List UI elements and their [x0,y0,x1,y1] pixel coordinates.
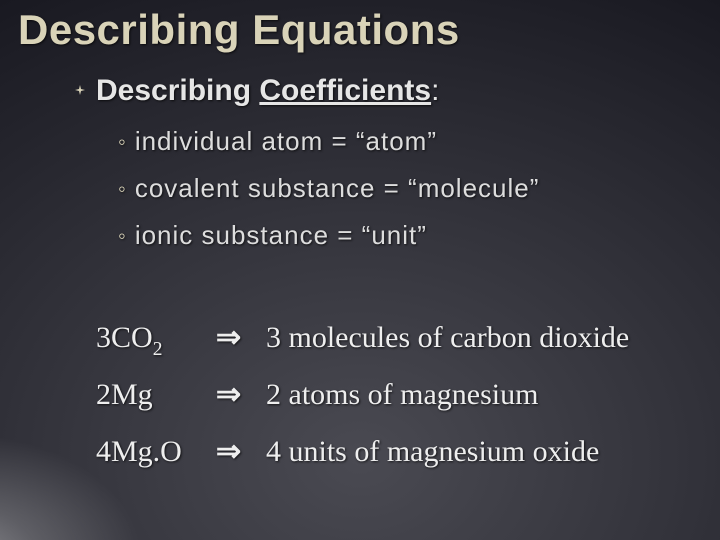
example-row: 2Mg ⇒ 2 atoms of magnesium [96,377,629,412]
list-item: ◦ individual atom = “atom” [118,126,539,157]
arrow-icon: ⇒ [216,320,266,355]
list-item-text: individual atom = “atom” [135,126,437,157]
example-row: 4Mg.O ⇒ 4 units of magnesium oxide [96,434,629,469]
list-item-text: ionic substance = “unit” [135,220,427,251]
subheading: Describing Coefficients: [96,74,439,108]
ring-bullet-icon: ◦ [118,176,127,202]
slide-title: Describing Equations [18,6,460,54]
ring-bullet-icon: ◦ [118,223,127,249]
example-description: 2 atoms of magnesium [266,378,538,412]
example-formula: 2Mg [96,378,216,412]
example-formula: 3CO2 [96,321,216,355]
subheading-colon: : [431,74,439,107]
formula-pre: 3CO [96,321,153,354]
list-item-text: covalent substance = “molecule” [135,173,540,204]
example-formula: 4Mg.O [96,435,216,469]
example-row: 3CO2 ⇒ 3 molecules of carbon dioxide [96,320,629,355]
slide: Describing Equations Describing Coeffici… [0,0,720,540]
list-item: ◦ ionic substance = “unit” [118,220,539,251]
bullet-list: ◦ individual atom = “atom” ◦ covalent su… [118,126,539,267]
formula-pre: 2Mg [96,378,153,411]
star-bullet-icon [74,84,84,94]
list-item: ◦ covalent substance = “molecule” [118,173,539,204]
example-description: 4 units of magnesium oxide [266,435,599,469]
example-description: 3 molecules of carbon dioxide [266,321,629,355]
formula-pre: 4Mg.O [96,435,182,468]
formula-subscript: 2 [153,339,163,360]
ring-bullet-icon: ◦ [118,129,127,155]
subheading-lead: Describing [96,74,259,107]
examples-block: 3CO2 ⇒ 3 molecules of carbon dioxide 2Mg… [96,320,629,491]
arrow-icon: ⇒ [216,434,266,469]
subheading-underline: Coefficients [259,74,431,107]
arrow-icon: ⇒ [216,377,266,412]
